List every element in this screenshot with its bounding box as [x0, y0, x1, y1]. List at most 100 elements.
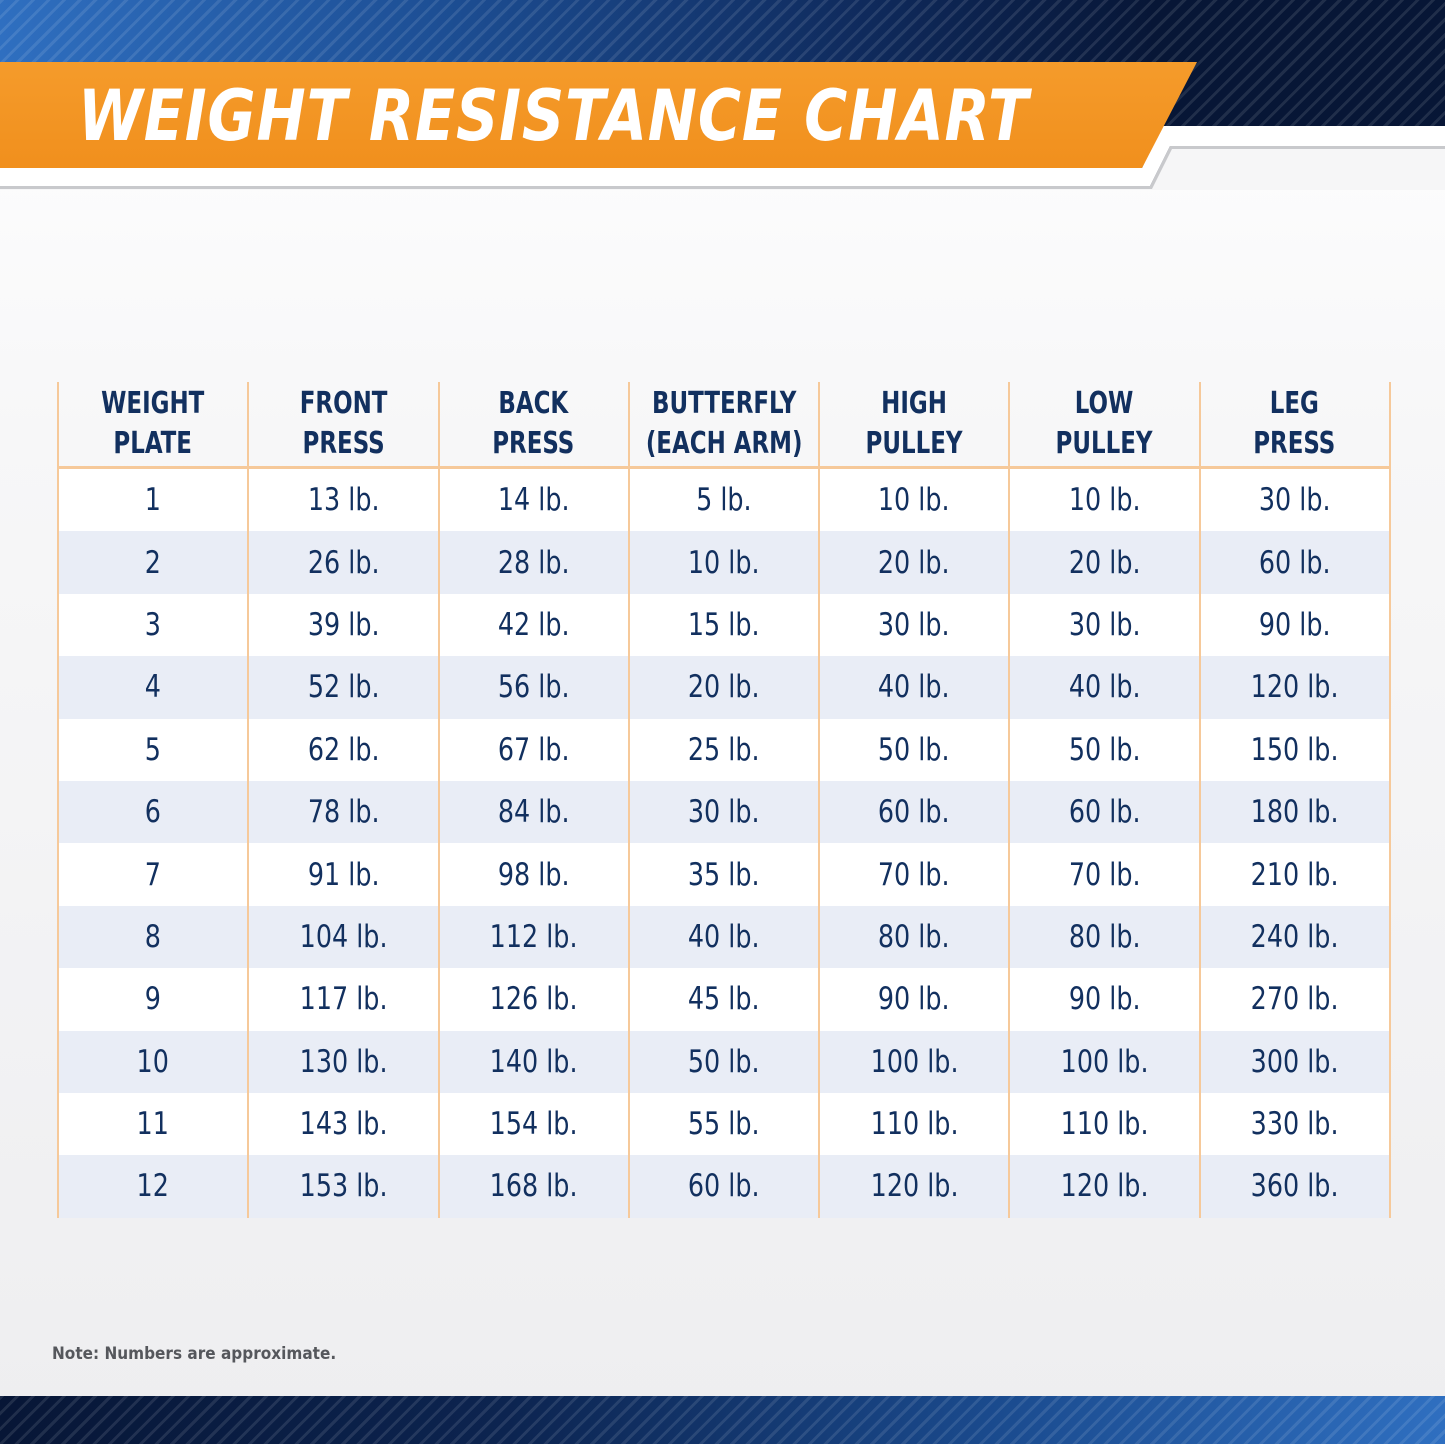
table-row: 7 91 lb. 98 lb. 35 lb. 70 lb. 70 lb. 210 lb.	[56, 843, 1391, 906]
header-label: FRONT PRESS	[299, 386, 388, 461]
cell-front-press: 78 lb.	[247, 780, 439, 844]
cell-value: 78 lb.	[307, 794, 380, 831]
cell-high-pulley: 110 lb.	[818, 1092, 1010, 1156]
header-label: WEIGHT PLATE	[101, 386, 205, 461]
cell-value: 10 lb.	[1068, 482, 1141, 519]
cell-high-pulley: 70 lb.	[818, 843, 1010, 906]
cell-value: 11	[136, 1106, 170, 1143]
cell-value: 10	[136, 1043, 170, 1080]
header-label: HIGH PULLEY	[865, 386, 963, 461]
table-row: 9 117 lb. 126 lb. 45 lb. 90 lb. 90 lb. 270 lb.	[56, 968, 1391, 1031]
cell-high-pulley: 30 lb.	[818, 593, 1010, 657]
cell-value: 55 lb.	[688, 1106, 760, 1143]
cell-butterfly: 20 lb.	[627, 656, 820, 719]
cell-front-press: 104 lb.	[247, 905, 439, 969]
cell-front-press: 62 lb.	[247, 718, 439, 781]
cell-value: 6	[145, 794, 162, 831]
cell-back-press: 112 lb.	[437, 905, 629, 969]
cell-value: 90 lb.	[1068, 981, 1141, 1018]
cell-value: 90 lb.	[878, 981, 951, 1018]
cell-butterfly: 55 lb.	[627, 1092, 820, 1156]
cell-value: 91 lb.	[307, 856, 380, 893]
cell-value: 42 lb.	[497, 606, 570, 643]
cell-value: 110 lb.	[870, 1106, 959, 1143]
cell-back-press: 28 lb.	[437, 531, 629, 594]
header-row: WEIGHT PLATE FRONT PRESS BACK PRESS BUTT…	[56, 382, 1391, 469]
cell-leg-press: 240 lb.	[1198, 905, 1391, 969]
header-weight-plate: WEIGHT PLATE	[56, 382, 249, 469]
table-row: 8 104 lb. 112 lb. 40 lb. 80 lb. 80 lb. 240 lb.	[56, 905, 1391, 969]
cell-weight-plate: 11	[56, 1092, 249, 1156]
cell-value: 35 lb.	[688, 856, 760, 893]
cell-value: 80 lb.	[1068, 918, 1141, 955]
cell-value: 50 lb.	[1068, 731, 1141, 768]
cell-weight-plate: 12	[56, 1155, 249, 1218]
cell-value: 20 lb.	[878, 544, 951, 581]
table-row: 1 13 lb. 14 lb. 5 lb. 10 lb. 10 lb. 30 lb.	[56, 467, 1391, 532]
table-row: 6 78 lb. 84 lb. 30 lb. 60 lb. 60 lb. 180 lb.	[56, 780, 1391, 844]
cell-leg-press: 210 lb.	[1198, 843, 1391, 906]
cell-value: 117 lb.	[299, 981, 388, 1018]
cell-leg-press: 60 lb.	[1198, 531, 1391, 594]
cell-low-pulley: 60 lb.	[1008, 780, 1200, 844]
table-row: 2 26 lb. 28 lb. 10 lb. 20 lb. 20 lb. 60 lb.	[56, 531, 1391, 594]
cell-value: 120 lb.	[1060, 1168, 1149, 1205]
cell-leg-press: 30 lb.	[1198, 467, 1391, 532]
cell-value: 3	[145, 606, 162, 643]
cell-value: 130 lb.	[299, 1043, 388, 1080]
cell-value: 28 lb.	[497, 544, 570, 581]
cell-value: 8	[145, 918, 162, 955]
cell-value: 10 lb.	[688, 544, 760, 581]
header-high-pulley: HIGH PULLEY	[818, 382, 1010, 469]
header-leg-press: LEG PRESS	[1198, 382, 1391, 469]
title-ribbon	[0, 62, 1197, 168]
cell-butterfly: 40 lb.	[627, 905, 820, 969]
table-row: 4 52 lb. 56 lb. 20 lb. 40 lb. 40 lb. 120 lb.	[56, 656, 1391, 719]
table-row: 12 153 lb. 168 lb. 60 lb. 120 lb. 120 lb. 360 …	[56, 1155, 1391, 1218]
cell-weight-plate: 4	[56, 656, 249, 719]
cell-front-press: 91 lb.	[247, 843, 439, 906]
cell-butterfly: 45 lb.	[627, 968, 820, 1031]
cell-front-press: 117 lb.	[247, 968, 439, 1031]
cell-value: 330 lb.	[1250, 1106, 1339, 1143]
cell-leg-press: 330 lb.	[1198, 1092, 1391, 1156]
page-title: WEIGHT RESISTANCE CHART	[78, 75, 1029, 157]
header-label: BACK PRESS	[492, 386, 575, 461]
cell-low-pulley: 100 lb.	[1008, 1030, 1200, 1093]
cell-value: 5 lb.	[696, 482, 752, 519]
cell-value: 100 lb.	[870, 1043, 959, 1080]
cell-value: 4	[145, 669, 162, 706]
cell-butterfly: 15 lb.	[627, 593, 820, 657]
cell-high-pulley: 100 lb.	[818, 1030, 1010, 1093]
header-butterfly: BUTTERFLY (EACH ARM)	[627, 382, 820, 469]
cell-high-pulley: 50 lb.	[818, 718, 1010, 781]
table-row: 10 130 lb. 140 lb. 50 lb. 100 lb. 100 lb. 300 …	[56, 1030, 1391, 1093]
cell-value: 143 lb.	[299, 1106, 388, 1143]
cell-back-press: 84 lb.	[437, 780, 629, 844]
cell-front-press: 153 lb.	[247, 1155, 439, 1218]
cell-value: 126 lb.	[489, 981, 578, 1018]
cell-high-pulley: 80 lb.	[818, 905, 1010, 969]
cell-front-press: 52 lb.	[247, 656, 439, 719]
footnote: Note: Numbers are approximate.	[52, 1344, 337, 1364]
cell-butterfly: 35 lb.	[627, 843, 820, 906]
cell-value: 50 lb.	[688, 1043, 760, 1080]
cell-back-press: 67 lb.	[437, 718, 629, 781]
cell-back-press: 14 lb.	[437, 467, 629, 532]
cell-low-pulley: 10 lb.	[1008, 467, 1200, 532]
cell-weight-plate: 8	[56, 905, 249, 969]
cell-high-pulley: 10 lb.	[818, 467, 1010, 532]
cell-value: 60 lb.	[688, 1168, 760, 1205]
header-label: LEG PRESS	[1253, 386, 1336, 461]
cell-front-press: 26 lb.	[247, 531, 439, 594]
cell-back-press: 140 lb.	[437, 1030, 629, 1093]
cell-value: 60 lb.	[1258, 544, 1331, 581]
table-header: WEIGHT PLATE FRONT PRESS BACK PRESS BUTT…	[56, 382, 1391, 469]
cell-value: 140 lb.	[489, 1043, 578, 1080]
cell-value: 154 lb.	[489, 1106, 578, 1143]
cell-value: 56 lb.	[497, 669, 570, 706]
cell-leg-press: 270 lb.	[1198, 968, 1391, 1031]
cell-value: 40 lb.	[688, 918, 760, 955]
table-row: 3 39 lb. 42 lb. 15 lb. 30 lb. 30 lb. 90 lb.	[56, 593, 1391, 657]
cell-value: 14 lb.	[497, 482, 570, 519]
